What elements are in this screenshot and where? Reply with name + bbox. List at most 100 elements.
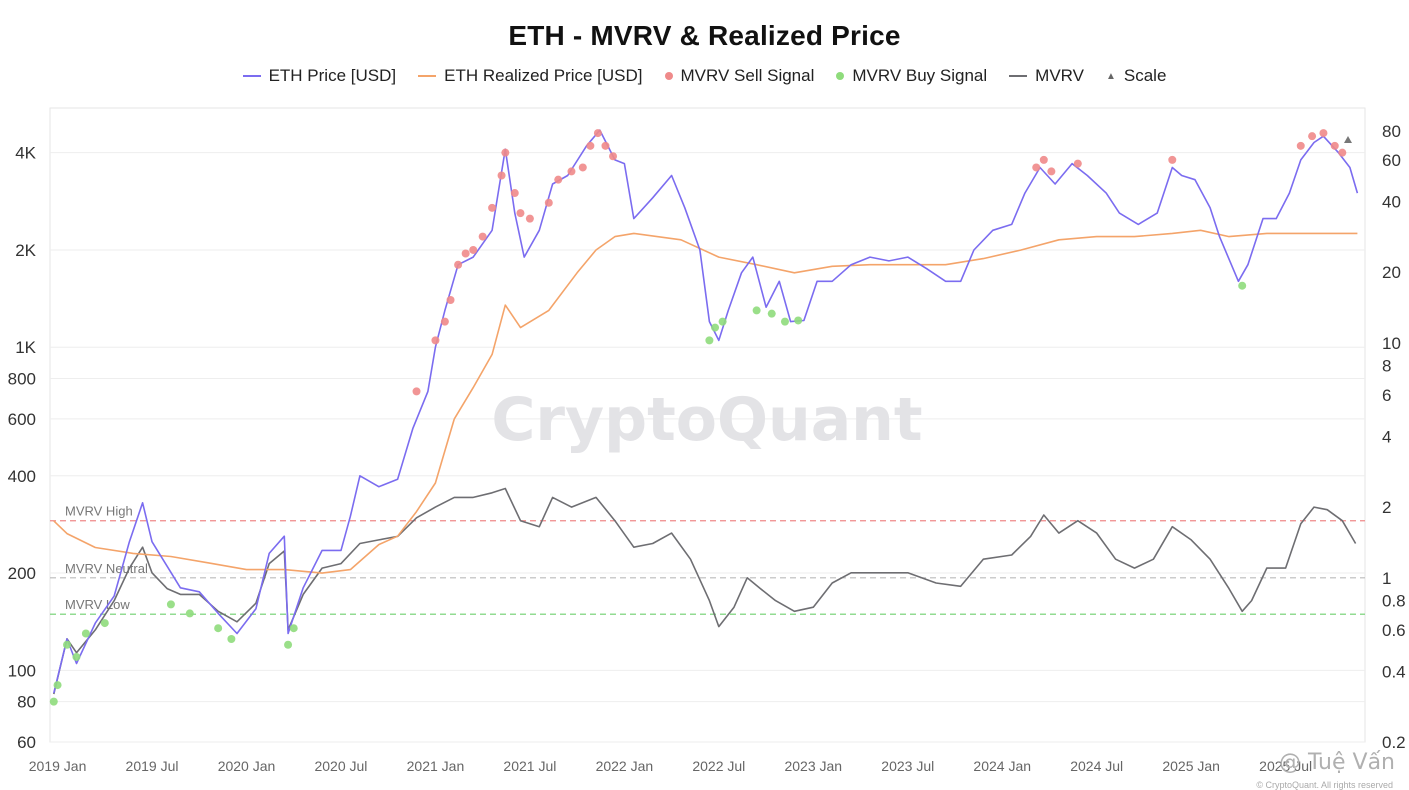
series-mvrv-line [53, 487, 1357, 695]
y-right-tick-label: 2 [1382, 498, 1391, 517]
y-left-tick-label: 1K [15, 338, 36, 357]
buy-signal-point [780, 317, 789, 326]
sell-signal-point [1168, 155, 1177, 164]
y-right-tick-label: 0.6 [1382, 621, 1406, 640]
buy-signal-point [752, 306, 761, 315]
x-tick-label: 2025 Jan [1162, 758, 1220, 774]
buy-signal-point [284, 640, 293, 649]
buy-signal-point [289, 624, 298, 633]
legend-sell-signal-label: MVRV Sell Signal [680, 66, 815, 85]
buy-signal-point [1238, 281, 1247, 290]
x-tick-label: 2021 Jan [407, 758, 465, 774]
sell-signal-point [1330, 141, 1339, 150]
legend-realized-price-label: ETH Realized Price [USD] [444, 66, 643, 85]
buy-signal-point [227, 635, 236, 644]
y-right-tick-label: 1 [1382, 569, 1391, 588]
y-left-tick-label: 4K [15, 144, 36, 163]
mvrv-band-label: MVRV High [65, 504, 133, 519]
x-tick-label: 2021 Jul [503, 758, 556, 774]
y-right-tick-label: 8 [1382, 357, 1391, 376]
legend-eth-price-swatch [242, 75, 261, 77]
buy-signal-point [72, 652, 81, 661]
y-left-tick-label: 200 [8, 564, 36, 583]
x-tick-label: 2020 Jul [314, 758, 367, 774]
sell-signal-point [516, 209, 525, 218]
legend-buy-signal[interactable]: MVRV Buy Signal [836, 66, 987, 86]
sell-signal-point [497, 171, 506, 180]
legend-scale-label: Scale [1123, 66, 1167, 85]
chart-legend: ETH Price [USD] ETH Realized Price [USD]… [0, 66, 1409, 86]
y-right-tick-label: 10 [1382, 334, 1401, 353]
sell-signal-point [544, 198, 553, 207]
sell-signal-point [501, 148, 510, 157]
legend-eth-price[interactable]: ETH Price [USD] [242, 66, 396, 86]
sell-signal-point [412, 387, 421, 396]
y-left-tick-label: 800 [8, 370, 36, 389]
y-right-tick-label: 0.2 [1382, 733, 1406, 752]
legend-realized-price[interactable]: ETH Realized Price [USD] [418, 66, 643, 86]
watermark-text: CryptoQuant [491, 385, 922, 455]
buy-signal-point [705, 336, 714, 345]
y-right-tick-label: 6 [1382, 386, 1391, 405]
legend-sell-signal-swatch [664, 72, 673, 80]
buy-signal-point [166, 600, 175, 609]
sell-signal-point [578, 163, 587, 172]
chart-title: ETH - MVRV & Realized Price [508, 20, 901, 51]
x-tick-label: 2022 Jul [692, 758, 745, 774]
y-left-tick-label: 2K [15, 241, 36, 260]
copyright-note: © CryptoQuant. All rights reserved [1256, 780, 1393, 790]
sell-signal-point [469, 245, 478, 254]
y-right-tick-label: 60 [1382, 151, 1401, 170]
y-left-tick-label: 60 [17, 733, 36, 752]
sell-signal-point [1073, 159, 1082, 168]
sell-signal-point [1032, 163, 1041, 172]
y-left-tick-label: 600 [8, 410, 36, 429]
buy-signal-point [185, 609, 194, 618]
x-tick-label: 2025 Jul [1259, 758, 1312, 774]
series-eth-price-line [53, 129, 1359, 694]
sell-signal-point [1308, 132, 1317, 141]
triangle-icon: ▲ [1105, 70, 1116, 82]
buy-signal-point [49, 697, 58, 706]
buy-signal-point [767, 309, 776, 318]
legend-mvrv-label: MVRV [1035, 66, 1084, 85]
sell-signal-point [1338, 148, 1347, 157]
sell-signal-point [454, 260, 463, 269]
buy-signal-point [100, 619, 109, 628]
legend-mvrv[interactable]: MVRV [1009, 66, 1084, 86]
legend-buy-signal-label: MVRV Buy Signal [852, 66, 988, 85]
legend-scale[interactable]: ▲ Scale [1106, 66, 1166, 86]
buy-signal-point [711, 323, 720, 332]
legend-sell-signal[interactable]: MVRV Sell Signal [664, 66, 815, 86]
x-tick-label: 2023 Jan [784, 758, 842, 774]
buy-signal-point [53, 681, 62, 690]
buy-signal-point [63, 640, 72, 649]
sell-signal-point [601, 141, 610, 150]
sell-signal-point [440, 317, 449, 326]
x-tick-label: 2020 Jan [218, 758, 276, 774]
mvrv-band-label: MVRV Neutral [65, 561, 148, 576]
x-tick-label: 2022 Jan [596, 758, 654, 774]
x-tick-label: 2024 Jan [973, 758, 1031, 774]
sell-signal-point [510, 189, 519, 198]
sell-signal-point [609, 152, 618, 161]
sell-signal-point [593, 129, 602, 138]
buy-signal-point [718, 317, 727, 326]
y-right-tick-label: 4 [1382, 427, 1391, 446]
legend-mvrv-swatch [1009, 75, 1028, 77]
y-left-tick-label: 100 [8, 661, 36, 680]
legend-realized-price-swatch [418, 75, 437, 77]
author-credit: @ Tuệ Vấn [1278, 750, 1395, 775]
sell-signal-point [431, 336, 440, 345]
sell-signal-point [567, 167, 576, 176]
series-realized-price-line [53, 229, 1358, 574]
sell-signal-point [478, 232, 487, 241]
x-tick-label: 2019 Jan [29, 758, 87, 774]
buy-signal-point [214, 624, 223, 633]
y-left-tick-label: 80 [17, 693, 36, 712]
sell-signal-point [554, 175, 563, 184]
sell-signal-point [1039, 155, 1048, 164]
sell-signal-point [461, 249, 470, 258]
mvrv-band-label: MVRV Low [65, 597, 130, 612]
